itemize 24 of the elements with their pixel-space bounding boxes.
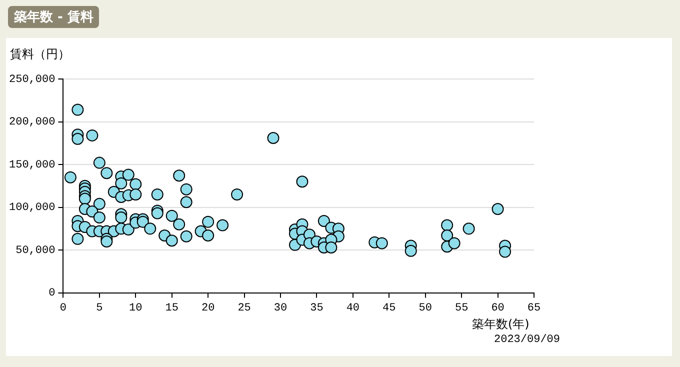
- x-tick-label: 10: [129, 302, 142, 314]
- x-tick-label: 60: [491, 302, 504, 314]
- y-tick-label: 150,000: [8, 159, 56, 172]
- x-tick-label: 55: [454, 302, 468, 314]
- x-tick-label: 35: [310, 302, 324, 314]
- x-tick-label: 15: [165, 302, 178, 314]
- text: 2023/09/09: [494, 334, 560, 346]
- y-tick-label: 50,000: [16, 244, 56, 257]
- x-tick-label: 5: [96, 302, 103, 314]
- y-axis-title: 賃料（円）: [10, 46, 70, 63]
- y-tick-label: 100,000: [8, 202, 56, 214]
- x-tick-label: 45: [382, 302, 396, 314]
- x-tick-label: 50: [418, 302, 432, 314]
- x-tick-label: 20: [201, 302, 215, 314]
- x-tick-label: 65: [527, 302, 541, 314]
- x-tick-label: 30: [274, 302, 288, 314]
- chart-title: 築年数 - 賃料: [8, 6, 100, 28]
- y-tick-label: 200,000: [8, 116, 56, 129]
- x-tick-label: 0: [60, 302, 67, 314]
- x-tick-label: 40: [346, 302, 360, 314]
- x-tick-label: 25: [238, 302, 251, 314]
- y-tick-label: 250,000: [8, 74, 56, 86]
- x-axis-title: 築年数(年): [472, 316, 530, 333]
- y-tick-label: 0: [48, 288, 56, 300]
